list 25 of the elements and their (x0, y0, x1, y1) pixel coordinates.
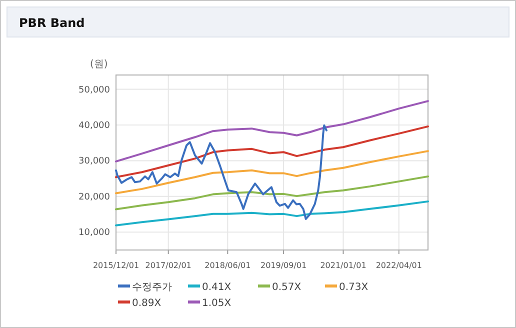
legend-label: 수정주가 (132, 282, 172, 293)
y-tick-label: 50,000 (78, 85, 110, 96)
line-series (115, 200, 429, 226)
chart-title: PBR Band (19, 16, 85, 30)
line-series (115, 150, 429, 194)
line-series (115, 124, 328, 220)
y-tick-label: 30,000 (78, 156, 110, 167)
x-tick-label: 2018/06/01 (204, 261, 251, 270)
x-tick-label: 2017/02/01 (145, 261, 192, 270)
line-series (115, 125, 429, 178)
line-series (115, 175, 429, 210)
line-series (115, 100, 429, 162)
x-tick-label: 2015/12/01 (92, 261, 140, 270)
y-tick-label: 10,000 (78, 228, 110, 238)
y-tick-label: 20,000 (78, 192, 110, 202)
y-axis-title: (원) (90, 59, 108, 70)
y-tick-label: 40,000 (78, 121, 110, 131)
x-tick-label: 2021/01/01 (320, 261, 366, 270)
legend-label: 0.89X (132, 298, 162, 309)
legend-label: 0.41X (202, 282, 232, 293)
legend-label: 1.05X (202, 298, 232, 309)
x-tick-label: 2019/09/01 (260, 261, 307, 270)
legend-label: 0.57X (272, 282, 302, 293)
legend-label: 0.73X (339, 282, 368, 293)
x-tick-label: 2022/04/01 (376, 261, 422, 270)
